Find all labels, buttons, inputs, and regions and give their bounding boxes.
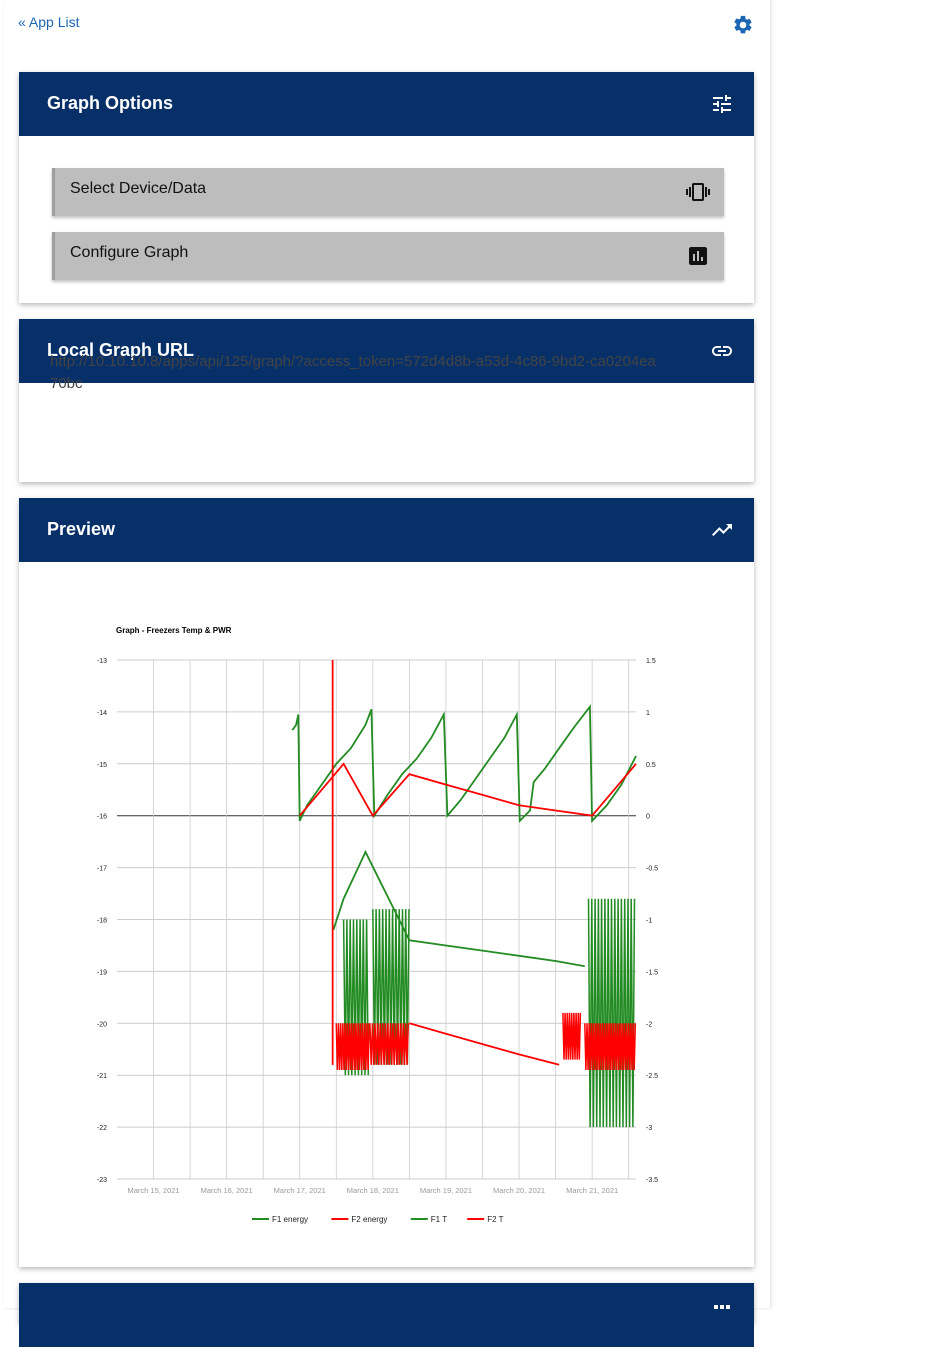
next-card-header[interactable]	[19, 1283, 754, 1347]
graph-options-header[interactable]: Graph Options	[19, 72, 754, 136]
y-tick-right: 0.5	[646, 762, 656, 769]
series-line-f1-energy	[291, 704, 637, 824]
local-graph-url-title: Local Graph URL	[47, 340, 195, 360]
series-oscillation-f1-t	[342, 919, 370, 1076]
trending-icon[interactable]	[710, 518, 734, 542]
preview-chart: Graph - Freezers Temp & PWR -13 1.5 -14 1 -1…	[97, 626, 658, 1224]
configure-graph-button[interactable]: Configure Graph	[52, 232, 724, 280]
x-tick-label: March 19, 2021	[420, 1186, 472, 1195]
local-graph-url-card: Local Graph URL http://10.10.10.8/apps/a…	[19, 319, 754, 482]
y-tick-right: -1.5	[646, 969, 658, 976]
legend-label[interactable]: F2 energy	[351, 1215, 387, 1224]
x-tick-label: March 17, 2021	[274, 1186, 326, 1195]
y-tick-left: -16	[97, 814, 107, 821]
select-device-data-button[interactable]: Select Device/Data	[52, 168, 724, 216]
y-tick-right: 0	[646, 814, 650, 821]
local-graph-url-header[interactable]: Local Graph URL	[19, 319, 754, 383]
legend-label[interactable]: F1 energy	[272, 1215, 308, 1224]
tune-icon[interactable]	[710, 92, 734, 116]
y-tick-left: -15	[97, 762, 107, 769]
y-tick-right: -1	[646, 918, 652, 925]
y-tick-right: -2	[646, 1021, 652, 1028]
x-tick-label: March 16, 2021	[201, 1186, 253, 1195]
graph-options-card: Graph Options Select Device/Data Configu…	[19, 72, 754, 303]
grid-icon[interactable]	[710, 1301, 734, 1325]
series-line-f2-energy	[299, 762, 637, 818]
y-tick-left: -18	[97, 918, 107, 925]
x-tick-label: March 15, 2021	[127, 1186, 179, 1195]
x-tick-label: March 20, 2021	[493, 1186, 545, 1195]
back-to-app-list-link[interactable]: « App List	[18, 14, 80, 30]
y-tick-left: -14	[97, 710, 107, 717]
y-tick-right: -3	[646, 1125, 652, 1132]
y-tick-right: 1.5	[646, 658, 656, 665]
chart-title: Graph - Freezers Temp & PWR	[116, 626, 232, 635]
next-card	[19, 1283, 754, 1347]
graph-options-title: Graph Options	[47, 93, 173, 113]
series-oscillation-f2-t	[584, 1023, 637, 1071]
series-line-f1-t	[332, 849, 585, 968]
series-oscillation-f2-t	[335, 1023, 370, 1071]
y-tick-left: -21	[97, 1073, 107, 1080]
series-line-f2-t	[409, 1022, 560, 1066]
y-tick-left: -13	[97, 658, 107, 665]
series-oscillation-f2-t	[369, 1023, 410, 1065]
gear-icon[interactable]	[732, 14, 754, 36]
x-tick-label: March 21, 2021	[566, 1186, 618, 1195]
bar-chart-icon	[689, 247, 707, 265]
link-icon[interactable]	[710, 339, 734, 363]
legend-label[interactable]: F1 T	[431, 1215, 447, 1224]
y-tick-left: -17	[97, 866, 107, 873]
series-oscillation-f2-t	[562, 1012, 582, 1060]
select-device-data-label: Select Device/Data	[70, 180, 207, 197]
preview-title: Preview	[47, 519, 116, 539]
preview-header[interactable]: Preview	[19, 498, 754, 562]
app-page: « App List Graph Options Select Device/D…	[4, 0, 770, 1347]
series-oscillation-f1-t	[587, 898, 636, 1128]
graph-url-text[interactable]: http://10.10.10.8/apps/api/125/graph/?ac…	[50, 353, 656, 392]
y-tick-right: -0.5	[646, 866, 658, 873]
configure-graph-label: Configure Graph	[70, 244, 189, 261]
y-tick-left: -20	[97, 1021, 107, 1028]
y-tick-right: -2.5	[646, 1073, 658, 1080]
y-tick-right: 1	[646, 710, 650, 717]
x-tick-label: March 18, 2021	[347, 1186, 399, 1195]
y-tick-left: -23	[97, 1177, 107, 1184]
y-tick-left: -19	[97, 969, 107, 976]
y-tick-right: -3.5	[646, 1177, 658, 1184]
preview-card: Preview Graph - Freezers Temp & PWR -13 1…	[19, 498, 754, 1267]
vibration-phone-icon	[686, 183, 710, 201]
legend-label[interactable]: F2 T	[487, 1215, 503, 1224]
top-bar: « App List	[4, 0, 770, 60]
y-tick-left: -22	[97, 1125, 107, 1132]
